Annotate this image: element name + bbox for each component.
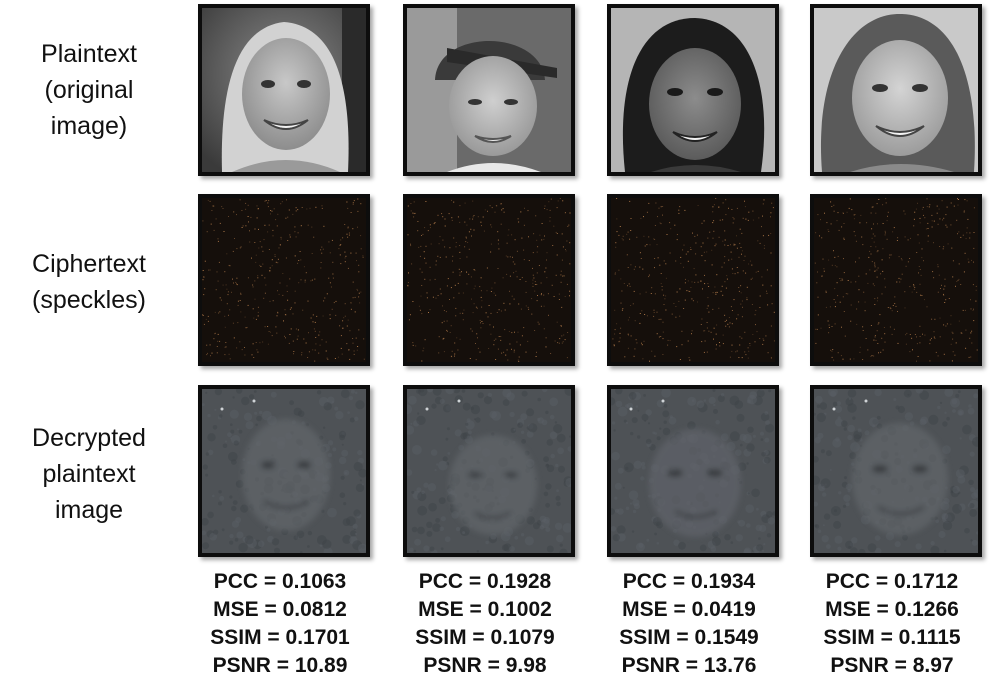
blurred-face-reconstruction: [814, 389, 978, 553]
ciphertext-image-4: [810, 194, 982, 366]
face-photo-woman-dark-hair: [611, 8, 775, 172]
ssim-value: SSIM = 0.1115: [823, 626, 961, 649]
metrics-column-1: PCC = 0.1063 MSE = 0.0812 SSIM = 0.1701 …: [194, 568, 366, 680]
decrypted-image-3: [607, 385, 779, 557]
decrypted-image-2: [403, 385, 575, 557]
psnr-value: PSNR = 9.98: [423, 654, 547, 677]
pcc-value: PCC = 0.1928: [418, 570, 552, 593]
blurred-face-reconstruction: [407, 389, 571, 553]
face-photo-woman-blonde: [202, 8, 366, 172]
blurred-face-reconstruction: [611, 389, 775, 553]
plaintext-image-1: [198, 4, 370, 176]
metrics-column-2: PCC = 0.1928 MSE = 0.1002 SSIM = 0.1079 …: [399, 568, 571, 680]
row-label-line: image: [54, 496, 124, 524]
plaintext-image-2: [403, 4, 575, 176]
row-label-line: (speckles): [32, 286, 146, 314]
plaintext-image-3: [607, 4, 779, 176]
speckle-pattern: [611, 198, 775, 362]
decrypted-image-4: [810, 385, 982, 557]
blurred-face-reconstruction: [202, 389, 366, 553]
row-label-line: Ciphertext: [32, 250, 146, 278]
psnr-value: PSNR = 13.76: [621, 654, 757, 677]
speckle-pattern: [814, 198, 978, 362]
face-photo-boy-cap: [407, 8, 571, 172]
psnr-value: PSNR = 10.89: [212, 654, 348, 677]
mse-value: MSE = 0.0419: [622, 598, 756, 621]
row-label-line: Decrypted: [32, 424, 146, 452]
ssim-value: SSIM = 0.1079: [415, 626, 555, 649]
pcc-value: PCC = 0.1712: [825, 570, 959, 593]
row-label-ciphertext: Ciphertext (speckles): [0, 246, 178, 318]
decrypted-image-1: [198, 385, 370, 557]
mse-value: MSE = 0.1002: [418, 598, 552, 621]
ssim-value: SSIM = 0.1549: [619, 626, 759, 649]
ciphertext-image-1: [198, 194, 370, 366]
row-label-line: (original: [44, 76, 134, 104]
metrics-column-4: PCC = 0.1712 MSE = 0.1266 SSIM = 0.1115 …: [806, 568, 978, 680]
ciphertext-image-3: [607, 194, 779, 366]
row-label-plaintext: Plaintext (original image): [0, 36, 178, 144]
mse-value: MSE = 0.0812: [213, 598, 347, 621]
plaintext-image-4: [810, 4, 982, 176]
pcc-value: PCC = 0.1934: [622, 570, 756, 593]
row-label-decrypted: Decrypted plaintext image: [0, 420, 178, 528]
ssim-value: SSIM = 0.1701: [210, 626, 350, 649]
row-label-line: plaintext: [42, 460, 136, 488]
face-photo-woman-smiling: [814, 8, 978, 172]
psnr-value: PSNR = 8.97: [830, 654, 954, 677]
mse-value: MSE = 0.1266: [825, 598, 959, 621]
speckle-pattern: [202, 198, 366, 362]
pcc-value: PCC = 0.1063: [213, 570, 347, 593]
row-label-line: Plaintext: [41, 40, 137, 68]
speckle-pattern: [407, 198, 571, 362]
ciphertext-image-2: [403, 194, 575, 366]
row-label-line: image): [50, 112, 128, 140]
metrics-column-3: PCC = 0.1934 MSE = 0.0419 SSIM = 0.1549 …: [603, 568, 775, 680]
